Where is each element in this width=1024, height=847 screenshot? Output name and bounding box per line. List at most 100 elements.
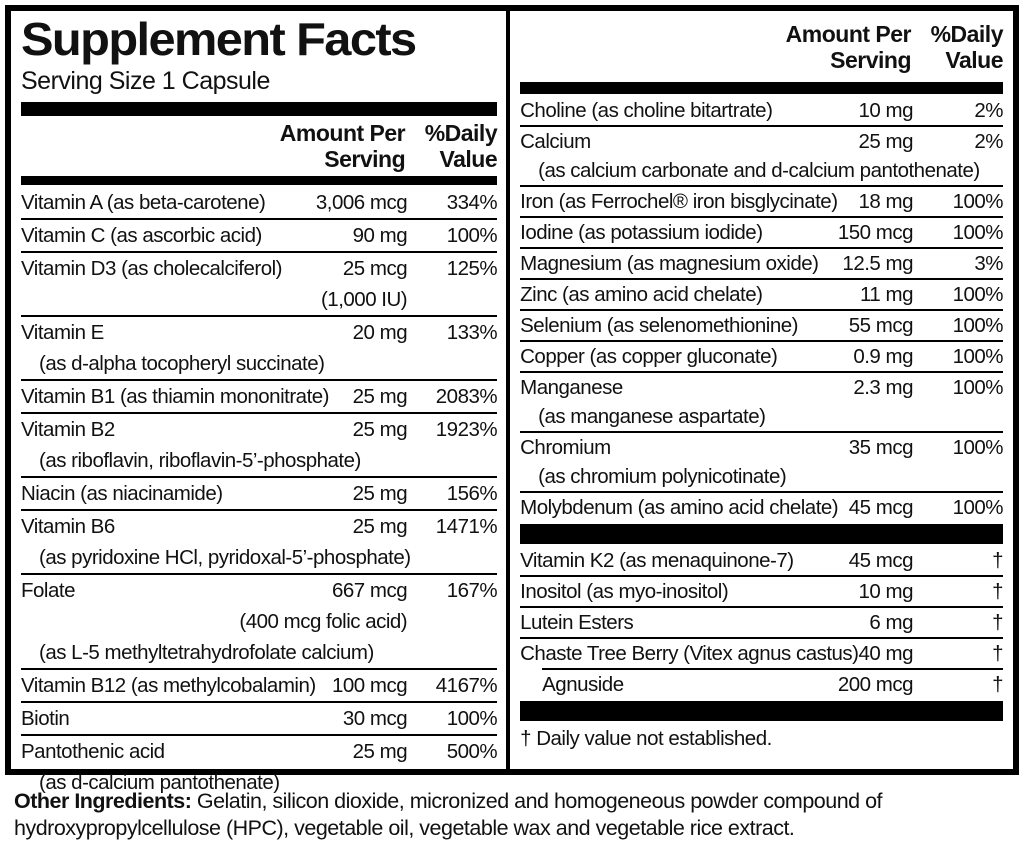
nutrient-dv: 4167% [435,674,498,697]
nutrient-row: Iron (as Ferrochel® iron bisglycinate) 18… [520,185,1004,216]
nutrient-row: Inositol (as myo-inositol) 10 mg † [520,575,1004,606]
nutrient-name: Vitamin D3 (as cholecalciferol) [21,257,282,280]
section-divider-bar [520,524,1003,544]
nutrient-row: Choline (as choline bitartrate) 10 mg 2% [520,96,1003,125]
nutrient-amount: 40 mg [858,642,914,665]
nutrient-amount: 25 mg [352,385,408,408]
nutrient-amount: 667 mcg [331,579,408,602]
nutrient-amount: 20 mg [352,321,408,344]
nutrient-name: Iron (as Ferrochel® iron bisglycinate) [520,190,838,213]
nutrient-row: Vitamin C (as ascorbic acid) 90 mg 100% [21,218,498,251]
nutrient-dv: 3% [974,252,1003,275]
nutrient-dv: † [992,642,1003,665]
nutrient-name: Chaste Tree Berry (Vitex agnus castus) [520,642,859,665]
nutrient-name: Selenium (as selenomethionine) [520,314,798,337]
nutrient-dv: 100% [952,436,1004,459]
nutrient-name: Vitamin E [21,321,104,344]
dv-header-line2: Value [439,146,498,172]
other-ingredients-text: Gelatin, silicon dioxide, micronized and… [14,789,883,840]
nutrient-name: Inositol (as myo-inositol) [520,580,729,603]
nutrient-dv: 125% [446,257,498,280]
nutrient-amount: 25 mg [352,740,408,763]
nutrient-dv: 156% [446,482,498,505]
nutrient-dv: 100% [952,283,1004,306]
nutrient-dv: 100% [952,190,1004,213]
other-ingredients-label: Other Ingredients: [14,789,192,813]
nutrient-dv: † [992,580,1003,603]
section-divider-bar [520,701,1003,721]
nutrient-row: Folate 667 mcg 167% (400 mcg folic acid) (as… [21,573,498,668]
nutrient-amount: 3,006 mcg [315,191,408,214]
nutrient-subnote: (as calcium carbonate and d-calcium pant… [538,159,980,182]
nutrient-name: Vitamin B1 (as thiamin mononitrate) [21,385,330,408]
amount-header-line2: Serving [324,146,406,172]
nutrient-subnote: (as L-5 methyltetrahydrofolate calcium) [39,641,374,664]
nutrient-subnote: (400 mcg folic acid) [239,610,408,633]
nutrient-amount: 55 mcg [848,314,914,337]
dv-header-line1: %Daily [424,120,498,146]
nutrient-amount: 18 mg [858,190,914,213]
nutrient-dv: 100% [952,496,1004,519]
nutrient-amount: 2.3 mg [853,376,913,399]
nutrient-name: Chromium [520,436,611,459]
nutrient-name: Vitamin B12 (as methylcobalamin) [21,674,316,697]
nutrient-row: Vitamin D3 (as cholecalciferol) 25 mcg 125… [21,251,498,315]
nutrient-amount: 12.5 mg [842,252,913,275]
serving-size: Serving Size 1 Capsule [21,67,270,95]
nutrient-subnote: (as d-alpha tocopheryl succinate) [39,352,325,375]
nutrient-name: Vitamin A (as beta-carotene) [21,191,266,214]
daily-value-header: %Daily Value [911,21,1004,73]
nutrient-dv: 2083% [435,385,498,408]
nutrient-row: Vitamin B2 25 mg 1923% (as riboflavin, ribo… [21,412,498,476]
nutrient-row: Copper (as copper gluconate) 0.9 mg 100% [520,340,1004,371]
amount-header-line1: Amount Per [785,21,912,47]
nutrient-name: Choline (as choline bitartrate) [520,99,773,122]
column-headers-right: Amount Per Serving %Daily Value [520,21,1004,73]
nutrient-dv: 100% [952,314,1004,337]
nutrient-amount: 150 mcg [837,221,914,244]
nutrient-name: Vitamin K2 (as menaquinone-7) [520,549,794,572]
nutrient-row: Molybdenum (as amino acid chelate) 45 mcg… [520,491,1004,522]
nutrient-name: Pantothenic acid [21,740,165,763]
nutrient-name: Copper (as copper gluconate) [520,345,778,368]
nutrient-amount: 90 mg [352,224,408,247]
nutrient-rows-right-other: Vitamin K2 (as menaquinone-7) 45 mcg † Inos… [520,546,1004,699]
nutrient-subnote: (as chromium polynicotinate) [538,465,787,488]
nutrient-name: Lutein Esters [520,611,634,634]
nutrient-dv: 167% [446,579,498,602]
nutrient-amount: 25 mg [352,482,408,505]
nutrient-name: Vitamin B6 [21,515,115,538]
nutrient-name: Folate [21,579,75,602]
other-ingredients: Other Ingredients: Gelatin, silicon diox… [14,788,954,842]
nutrient-dv: 334% [446,191,498,214]
nutrient-subnote: (as riboflavin, riboflavin-5’-phosphate) [39,449,361,472]
dv-header-line1: %Daily [930,21,1004,47]
nutrient-dv: 1923% [435,418,498,441]
nutrient-dv: † [992,673,1003,696]
nutrient-row: Magnesium (as magnesium oxide) 12.5 mg 3% [520,247,1004,278]
daily-value-header: %Daily Value [405,120,498,172]
divider-bar-heavy [21,102,498,116]
nutrient-amount: 100 mcg [331,674,408,697]
nutrient-dv: 500% [446,740,498,763]
nutrient-amount: 25 mg [858,130,914,153]
nutrient-row: Vitamin K2 (as menaquinone-7) 45 mcg † [520,546,1003,575]
nutrient-amount: 10 mg [858,99,914,122]
nutrient-dv: 100% [446,707,498,730]
nutrient-subnote: (as pyridoxine HCl, pyridoxal-5’-phospha… [39,546,411,569]
nutrient-row: Agnuside 200 mcg † [542,668,1004,699]
nutrient-subnote: (as manganese aspartate) [538,405,766,428]
amount-header-line1: Amount Per [279,120,406,146]
nutrient-row: Vitamin B6 25 mg 1471% (as pyridoxine HCl, … [21,509,498,573]
amount-header-line2: Serving [830,47,911,73]
nutrient-dv: 100% [952,345,1004,368]
nutrient-row: Vitamin B12 (as methylcobalamin) 100 mcg 4… [21,668,498,701]
nutrient-rows-left: Vitamin A (as beta-carotene) 3,006 mcg 334… [21,187,498,798]
nutrient-amount: 11 mg [860,283,913,306]
nutrient-amount: 25 mcg [342,257,408,280]
nutrient-row: Iodine (as potassium iodide) 150 mcg 100% [520,216,1004,247]
nutrient-row: Biotin 30 mcg 100% [21,701,498,734]
supplement-facts-panel: Supplement Facts Serving Size 1 Capsule … [5,5,1019,794]
nutrient-name: Zinc (as amino acid chelate) [520,283,763,306]
nutrient-name: Biotin [21,707,70,730]
